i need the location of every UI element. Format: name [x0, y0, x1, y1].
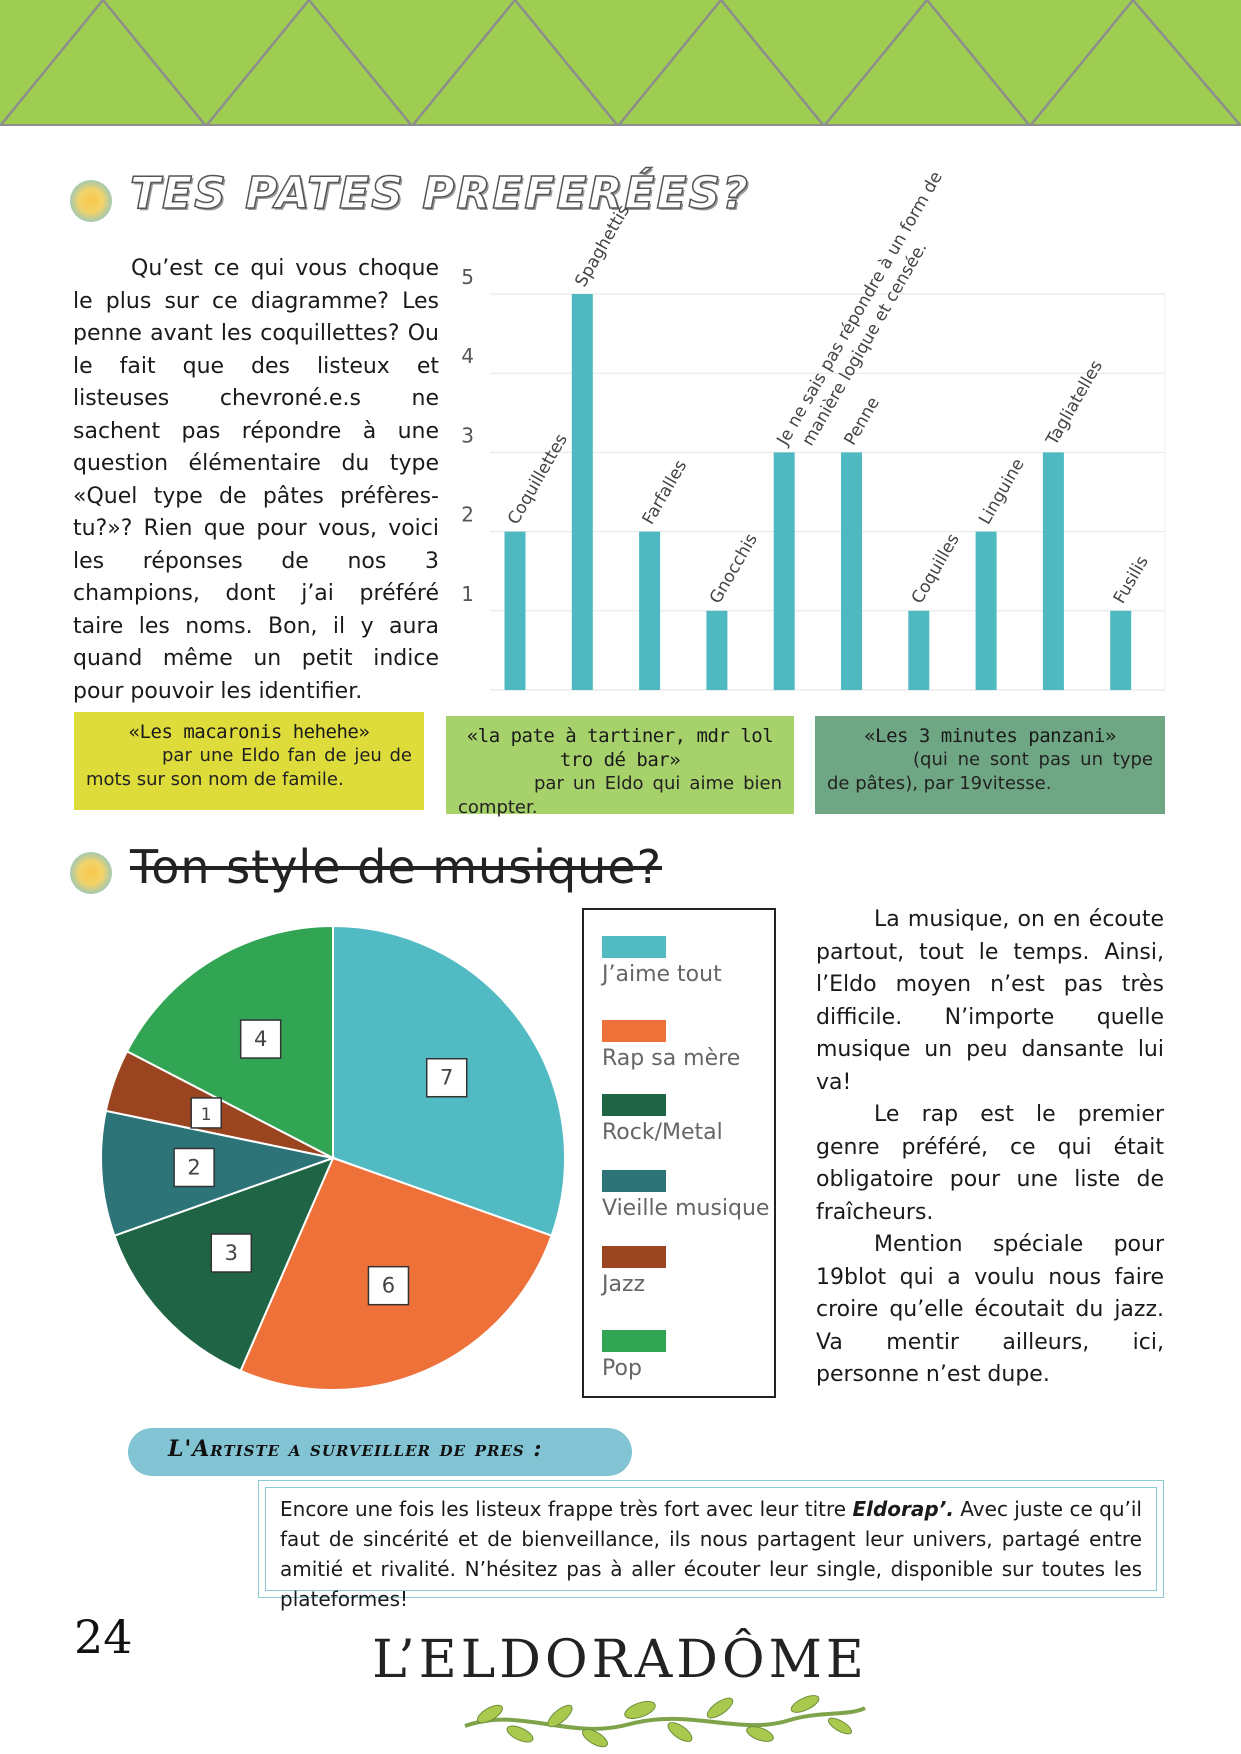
quote-author: par un Eldo qui aime bien compter. [458, 773, 782, 818]
y-tick-label: 4 [461, 344, 474, 368]
artist-text: Encore une fois les listeux frappe très … [265, 1487, 1157, 1611]
legend-label: Rock/Metal [602, 1120, 723, 1145]
musique-paragraph: La musique, on en écoute partout, tout l… [816, 907, 1164, 1387]
bar-label: Farfalles [639, 457, 692, 528]
artist-box: Encore une fois les listeux frappe très … [258, 1480, 1164, 1611]
pie-label-box [239, 1019, 282, 1059]
legend-item: Rock/Metal [602, 1094, 723, 1145]
legend-label: Pop [602, 1356, 642, 1381]
quote-text: «Les macaronis hehehe» [128, 721, 370, 743]
page-number: 24 [74, 1610, 133, 1664]
quote-text: «la pate à tartiner, mdr lol tro dé bar» [466, 725, 774, 771]
bar-label: Penne [841, 394, 884, 449]
y-tick-label: 1 [461, 582, 474, 606]
bar [975, 531, 997, 690]
pie-data-label: 7 [440, 1066, 453, 1090]
pie-data-label: 2 [187, 1155, 200, 1179]
pates-paragraph: Qu’est ce qui vous choque le plus sur ce… [73, 256, 439, 704]
pie-label-box [190, 1097, 222, 1129]
pie-label-box [367, 1265, 410, 1306]
bar [1042, 452, 1064, 690]
bar-label: Spaghettis [571, 202, 634, 291]
musique-title: Ton style de musique? [130, 840, 663, 894]
pie-label-box [425, 1057, 468, 1098]
bar [773, 452, 795, 690]
bar [571, 294, 593, 690]
legend-item: Jazz [602, 1246, 666, 1297]
legend-swatch [602, 1330, 666, 1352]
y-tick-label: 2 [461, 503, 474, 527]
pates-bar-chart: 1 2 3 4 5 Coquillettes Spaghettis Farfalles Gnoc… [461, 170, 1166, 691]
legend-item: Pop [602, 1330, 666, 1381]
artist-pill: L'Artiste a surveiller de pres : [128, 1428, 632, 1476]
legend-swatch [602, 1170, 666, 1192]
pie-slice [125, 924, 334, 1160]
bar-label: Gnocchis [706, 530, 762, 607]
bar [841, 452, 862, 690]
pie-data-label: 3 [225, 1241, 238, 1265]
bullet-dot-icon [70, 852, 112, 894]
artist-label: L'Artiste a surveiller de pres : [168, 1436, 543, 1462]
legend-label: J’aime tout [602, 962, 722, 987]
song-title: Eldorap’. [852, 1497, 954, 1521]
legend-item: Rap sa mère [602, 1020, 740, 1071]
quote-author: (qui ne sont pas un type de pâtes), par … [827, 749, 1153, 794]
quote-text: «Les 3 minutes panzani» [864, 725, 1116, 747]
pie-slice [100, 1109, 337, 1237]
bar [908, 610, 930, 690]
vine-icon [464, 1695, 866, 1748]
pie-data-label: 1 [201, 1105, 212, 1125]
bar-label: Tagliatelles [1042, 357, 1107, 450]
legend-label: Rap sa mère [602, 1046, 741, 1071]
legend-swatch [602, 936, 666, 958]
top-banner [0, 0, 1241, 126]
bar [1110, 610, 1132, 690]
pie-data-label: 4 [254, 1027, 267, 1051]
quote-author: par une Eldo fan de jeu de mots sur son … [86, 745, 412, 790]
bar-label: Fusilis [1110, 553, 1153, 608]
y-tick-label: 5 [461, 265, 474, 289]
pie-legend: J’aime tout Rap sa mère Rock/Metal Vieille … [582, 908, 776, 1398]
legend-swatch [602, 1246, 666, 1268]
bar [706, 610, 728, 690]
magazine-name: L’ELDORADÔME [372, 1630, 868, 1690]
bar [504, 531, 526, 690]
y-tick-label: 3 [461, 423, 474, 447]
pates-title: TES PATES PREFERÉES? [129, 167, 750, 220]
quote-box-2: «la pate à tartiner, mdr lol tro dé bar»… [446, 716, 794, 818]
bullet-dot-icon [70, 180, 112, 222]
bar [639, 531, 661, 690]
legend-swatch [602, 1020, 666, 1042]
quote-box-3: «Les 3 minutes panzani» (qui ne sont pas… [815, 716, 1165, 814]
bar-label: Linguine [975, 455, 1029, 528]
legend-label: Vieille musique [602, 1196, 770, 1221]
music-pie-chart: 7 6 3 2 1 4 [100, 924, 566, 1391]
pie-label-box [173, 1147, 215, 1188]
bar-label: Coquillettes [504, 430, 572, 528]
quote-box-1: «Les macaronis hehehe» par une Eldo fan … [74, 712, 424, 810]
legend-label: Jazz [602, 1272, 646, 1297]
pie-label-box [210, 1233, 253, 1273]
legend-swatch [602, 1094, 666, 1116]
bar-label: Coquilles [908, 530, 964, 607]
pie-data-label: 6 [382, 1274, 395, 1298]
legend-item: J’aime tout [602, 936, 722, 987]
legend-item: Vieille musique [602, 1170, 769, 1221]
